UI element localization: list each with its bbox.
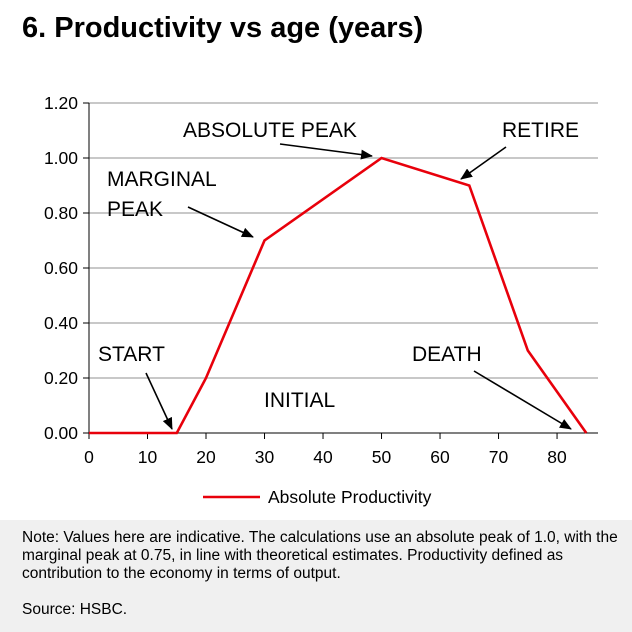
annotation-arrow xyxy=(473,370,572,430)
annotation-arrow xyxy=(145,372,173,430)
y-tick-label: 0.60 xyxy=(44,258,78,278)
x-tick-label: 0 xyxy=(84,447,94,467)
x-tick-label: 30 xyxy=(255,447,275,467)
annotation-label: RETIRE xyxy=(502,119,579,142)
y-tick-label: 0.80 xyxy=(44,203,78,223)
chart-title: 6. Productivity vs age (years) xyxy=(22,12,424,44)
annotation-label: INITIAL xyxy=(264,389,335,412)
x-tick-label: 10 xyxy=(138,447,158,467)
annotation-label: MARGINAL PEAK xyxy=(107,168,217,221)
annotation-arrow xyxy=(279,143,373,160)
note-text: Note: Values here are indicative. The ca… xyxy=(22,529,618,582)
source-text: Source: HSBC. xyxy=(22,601,128,618)
series-line xyxy=(89,156,588,435)
x-tick-label: 80 xyxy=(547,447,567,467)
annotation-label: START xyxy=(98,343,165,366)
y-tick-label: 1.20 xyxy=(44,93,78,113)
x-tick-label: 70 xyxy=(489,447,509,467)
y-tick-label: 0.20 xyxy=(44,368,78,388)
annotation-label: DEATH xyxy=(412,343,482,366)
x-tick-label: 50 xyxy=(372,447,392,467)
x-tick-label: 60 xyxy=(430,447,450,467)
annotation-label: ABSOLUTE PEAK xyxy=(183,119,357,142)
legend-label: Absolute Productivity xyxy=(268,487,432,507)
annotation-arrow xyxy=(187,206,254,238)
notes-panel: Note: Values here are indicative. The ca… xyxy=(0,520,632,632)
y-tick-label: 0.40 xyxy=(44,313,78,333)
x-tick-label: 40 xyxy=(313,447,333,467)
y-tick-label: 1.00 xyxy=(44,148,78,168)
y-tick-label: 0.00 xyxy=(44,423,78,443)
productivity-chart: 0.00 0.20 0.40 0.60 0.80 1.00 1.20 0 10 20 30 40 50 6… xyxy=(44,93,598,507)
annotation-arrow xyxy=(460,146,507,180)
x-tick-label: 20 xyxy=(196,447,216,467)
